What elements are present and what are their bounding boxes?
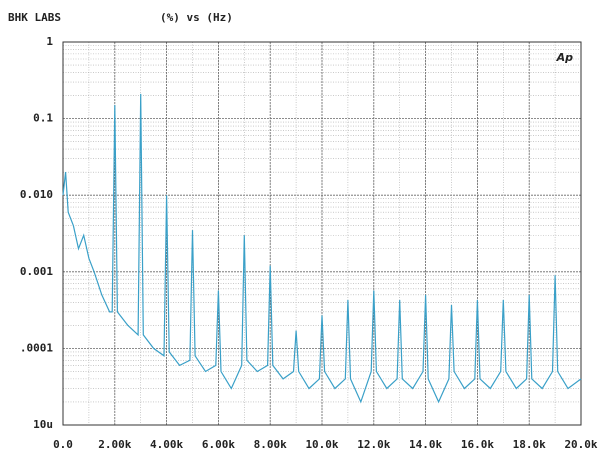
y-tick-label: 0.001 bbox=[20, 265, 53, 278]
y-tick-label: .0001 bbox=[20, 341, 53, 354]
y-tick-label: 0.1 bbox=[33, 112, 53, 125]
plot-frame bbox=[62, 41, 582, 426]
x-tick-label: 6.00k bbox=[202, 438, 235, 451]
y-tick-label: 0.010 bbox=[20, 188, 53, 201]
x-tick-label: 20.0k bbox=[564, 438, 597, 451]
y-tick-label: 1 bbox=[46, 35, 53, 48]
chart-title: BHK LABS bbox=[8, 11, 61, 24]
x-tick-label: 0.0 bbox=[53, 438, 73, 451]
x-tick-label: 12.0k bbox=[357, 438, 390, 451]
x-tick-label: 16.0k bbox=[461, 438, 494, 451]
y-tick-label: 10u bbox=[33, 418, 53, 431]
x-tick-label: 4.00k bbox=[150, 438, 183, 451]
chart-subtitle: (%) vs (Hz) bbox=[160, 11, 233, 24]
spectrum-line bbox=[62, 93, 582, 404]
x-tick-label: 2.00k bbox=[98, 438, 131, 451]
x-tick-label: 14.0k bbox=[409, 438, 442, 451]
x-tick-label: 10.0k bbox=[305, 438, 338, 451]
annotation: Ap bbox=[556, 51, 574, 64]
x-tick-label: 8.00k bbox=[254, 438, 287, 451]
x-tick-label: 18.0k bbox=[513, 438, 546, 451]
